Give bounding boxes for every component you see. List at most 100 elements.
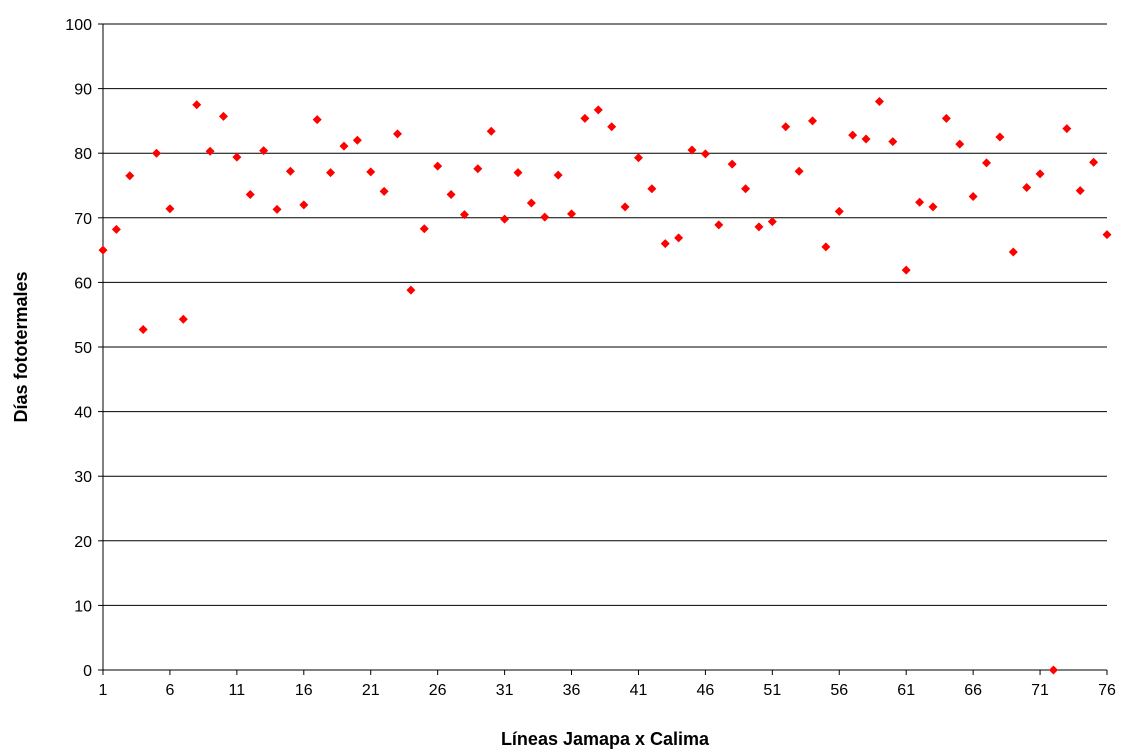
data-point [138, 325, 148, 335]
data-point [901, 265, 911, 275]
data-point [553, 170, 563, 180]
y-tick-label: 40 [74, 405, 92, 422]
data-point [165, 204, 175, 214]
data-point [714, 220, 724, 230]
data-point [955, 139, 965, 149]
data-point [232, 152, 242, 162]
data-point [1035, 169, 1045, 179]
data-point [647, 184, 657, 194]
data-point [218, 111, 228, 121]
data-point [861, 134, 871, 144]
data-point [781, 122, 791, 132]
x-tick-label: 36 [563, 682, 581, 699]
data-point [834, 206, 844, 216]
data-point [741, 184, 751, 194]
x-tick-label: 71 [1031, 682, 1049, 699]
data-point [848, 130, 858, 140]
y-tick-label: 70 [74, 211, 92, 228]
data-point [205, 146, 215, 156]
x-tick-label: 76 [1098, 682, 1116, 699]
data-point [687, 145, 697, 155]
data-point [406, 285, 416, 295]
data-point [513, 168, 523, 178]
data-point [379, 186, 389, 196]
y-tick-label: 30 [74, 469, 92, 486]
y-tick-label: 80 [74, 146, 92, 163]
data-point [941, 113, 951, 123]
data-point [593, 105, 603, 115]
y-tick-label: 0 [83, 663, 92, 680]
data-point [393, 129, 403, 139]
data-point [928, 202, 938, 212]
data-point [366, 167, 376, 177]
data-point [700, 149, 710, 159]
data-point [1048, 665, 1058, 675]
data-point [1062, 124, 1072, 134]
data-point [352, 135, 362, 145]
y-tick-label: 100 [65, 17, 92, 34]
y-tick-label: 10 [74, 598, 92, 615]
data-point [540, 212, 550, 222]
x-tick-labels: 1 6 11 16 21 26 31 36 41 46 51 56 61 66 71 76 [99, 670, 1116, 699]
x-tick-label: 11 [229, 682, 246, 699]
data-point [178, 314, 188, 324]
data-point [633, 153, 643, 163]
data-point [125, 171, 135, 181]
data-point [111, 224, 121, 234]
x-tick-label: 51 [763, 682, 781, 699]
data-point [500, 214, 510, 224]
y-tick-labels: 0 10 20 30 40 50 60 70 80 90 100 [65, 17, 103, 680]
x-tick-label: 26 [429, 682, 447, 699]
data-point [433, 161, 443, 171]
x-tick-label: 66 [964, 682, 982, 699]
x-axis-title: Líneas Jamapa x Calima [501, 729, 710, 749]
data-point [915, 197, 925, 207]
y-tick-label: 60 [74, 275, 92, 292]
data-point [874, 97, 884, 107]
data-point [299, 200, 309, 210]
data-point [727, 159, 737, 169]
data-point [674, 233, 684, 243]
data-point [1008, 247, 1018, 257]
gridlines [103, 23, 1107, 606]
x-tick-label: 6 [165, 682, 174, 699]
x-tick-label: 41 [630, 682, 648, 699]
data-point [473, 164, 483, 174]
y-tick-label: 90 [74, 82, 92, 99]
y-tick-label: 20 [74, 534, 92, 551]
data-point [272, 204, 282, 214]
data-point [754, 222, 764, 232]
data-point [245, 190, 255, 200]
x-tick-label: 31 [496, 682, 514, 699]
data-point [526, 198, 536, 208]
data-point [339, 141, 349, 151]
data-point [259, 146, 269, 156]
data-point [888, 137, 898, 147]
data-point [312, 115, 322, 125]
data-point [1075, 186, 1085, 196]
x-tick-label: 46 [697, 682, 715, 699]
x-tick-label: 16 [295, 682, 313, 699]
data-point [607, 122, 617, 132]
data-point [419, 224, 429, 234]
data-point [486, 126, 496, 136]
data-point [1022, 182, 1032, 192]
data-point [567, 209, 577, 219]
data-point [821, 242, 831, 252]
x-tick-label: 61 [897, 682, 915, 699]
data-point [326, 168, 336, 178]
data-point [459, 210, 469, 220]
data-point [580, 113, 590, 123]
data-point [1102, 230, 1112, 240]
data-point [660, 239, 670, 249]
data-point [446, 190, 456, 200]
data-point [98, 245, 108, 255]
data-point [982, 158, 992, 168]
data-point [807, 116, 817, 126]
data-point [192, 100, 202, 110]
data-point [1089, 157, 1099, 167]
data-point [968, 191, 978, 201]
data-point [995, 132, 1005, 142]
y-tick-label: 50 [74, 340, 92, 357]
